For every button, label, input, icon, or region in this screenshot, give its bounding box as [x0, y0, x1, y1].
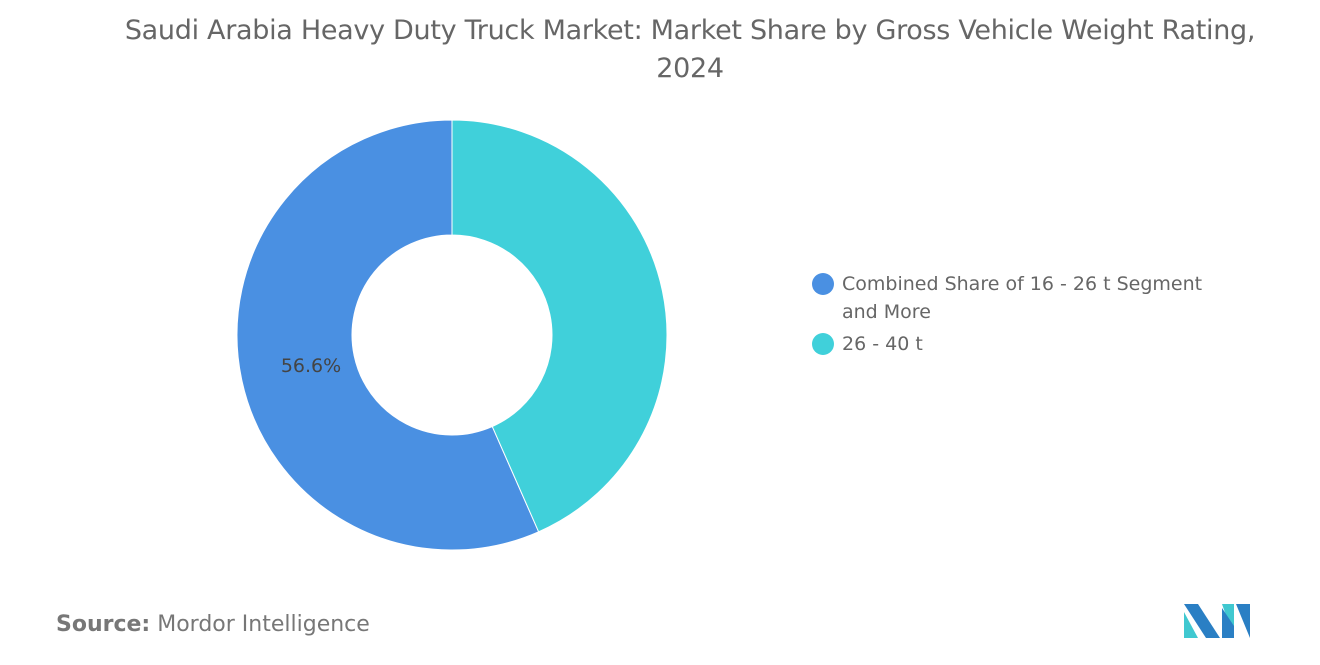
legend-item[interactable]: 26 - 40 t [812, 330, 1222, 358]
mordor-intelligence-logo [1184, 604, 1250, 638]
legend: Combined Share of 16 - 26 t Segment and … [812, 270, 1222, 362]
donut-slice [451, 119, 668, 533]
legend-label: 26 - 40 t [842, 333, 923, 355]
legend-label: Combined Share of 16 - 26 t Segment and … [842, 273, 1203, 323]
legend-swatch [812, 333, 834, 355]
legend-item[interactable]: Combined Share of 16 - 26 t Segment and … [812, 270, 1222, 326]
legend-swatch [812, 273, 834, 295]
data-label: 56.6% [281, 355, 341, 377]
chart-title: Saudi Arabia Heavy Duty Truck Market: Ma… [124, 15, 1256, 84]
source-label: Source: [56, 612, 151, 637]
source-value: Mordor Intelligence [157, 612, 370, 637]
source-note: Source: Mordor Intelligence [56, 612, 370, 637]
donut-slice [236, 119, 540, 551]
